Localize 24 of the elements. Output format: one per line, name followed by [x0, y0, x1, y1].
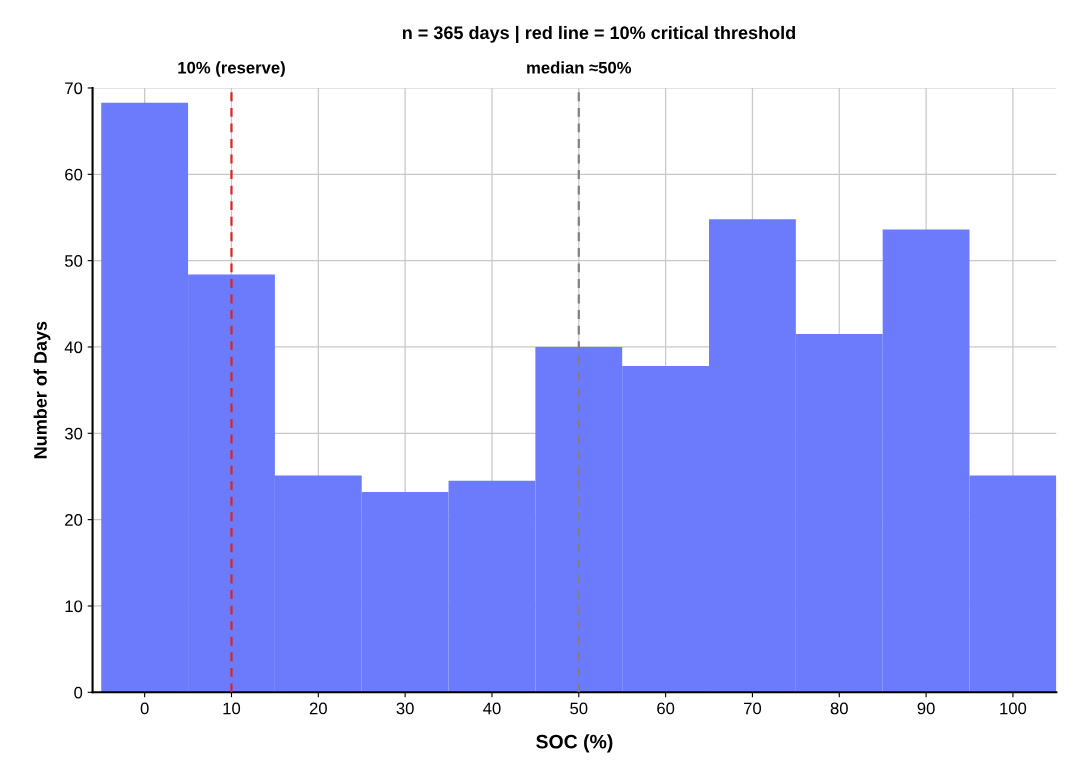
x-tick-label: 40	[483, 702, 501, 715]
x-tick-label: 30	[396, 702, 414, 715]
y-tick-label: 0	[74, 686, 83, 699]
y-tick-label: 60	[65, 168, 83, 181]
y-tick-label: 50	[64, 255, 83, 267]
x-tick-label: 0	[140, 702, 149, 715]
y-axis-title: Number of Days	[33, 321, 51, 459]
ref-line-label: median ≈50%	[527, 61, 632, 74]
y-tick-label: 40	[64, 341, 83, 354]
x-tick-label: 80	[830, 702, 848, 715]
x-tick-label: 50	[570, 702, 588, 715]
y-tick-label: 70	[65, 82, 83, 95]
y-tick-label: 30	[64, 427, 83, 440]
chart-title: n = 365 days | red line = 10% critical threshold	[402, 25, 795, 43]
x-tick-label: 20	[309, 702, 327, 715]
x-tick-label: 100	[1000, 702, 1027, 715]
y-tick-label: 10	[65, 600, 83, 613]
y-tick-label: 20	[65, 514, 83, 526]
x-tick-label: 10	[223, 702, 241, 715]
x-tick-label: 90	[917, 702, 935, 715]
x-tick-label: 60	[657, 702, 675, 715]
x-tick-label: 70	[744, 702, 762, 715]
x-axis-title: SOC (%)	[536, 734, 613, 753]
ref-line-label: 10% (reserve)	[178, 61, 285, 77]
